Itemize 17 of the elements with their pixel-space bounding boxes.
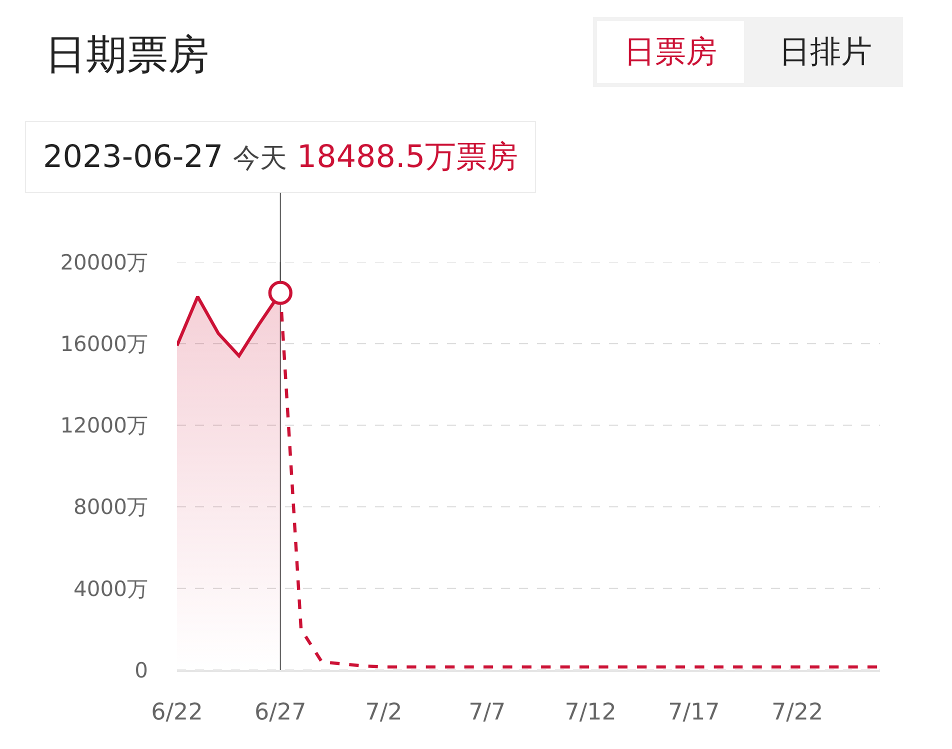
chart-title: 日期票房 <box>45 30 209 78</box>
x-tick-label: 7/22 <box>771 699 824 726</box>
y-tick-label: 4000万 <box>74 576 148 601</box>
x-tick-label: 6/22 <box>151 699 203 726</box>
y-tick-label: 0 <box>134 658 148 682</box>
y-tick-label: 16000万 <box>60 332 148 356</box>
x-tick-label: 7/2 <box>365 699 402 726</box>
annotation: 2023-06-27 今天 18488.5万票房 <box>43 139 518 175</box>
x-tick-label: 7/17 <box>668 699 720 726</box>
x-tick-label: 6/27 <box>254 699 306 726</box>
text: 日排片 <box>779 34 872 70</box>
x-tick-label: 7/12 <box>564 699 616 726</box>
y-tick-label: 8000万 <box>74 495 148 520</box>
y-tick-label: 20000万 <box>60 250 148 274</box>
text: 日票房 <box>624 34 717 70</box>
y-tick-label: 12000万 <box>60 414 148 438</box>
x-tick-label: 7/7 <box>468 699 506 726</box>
